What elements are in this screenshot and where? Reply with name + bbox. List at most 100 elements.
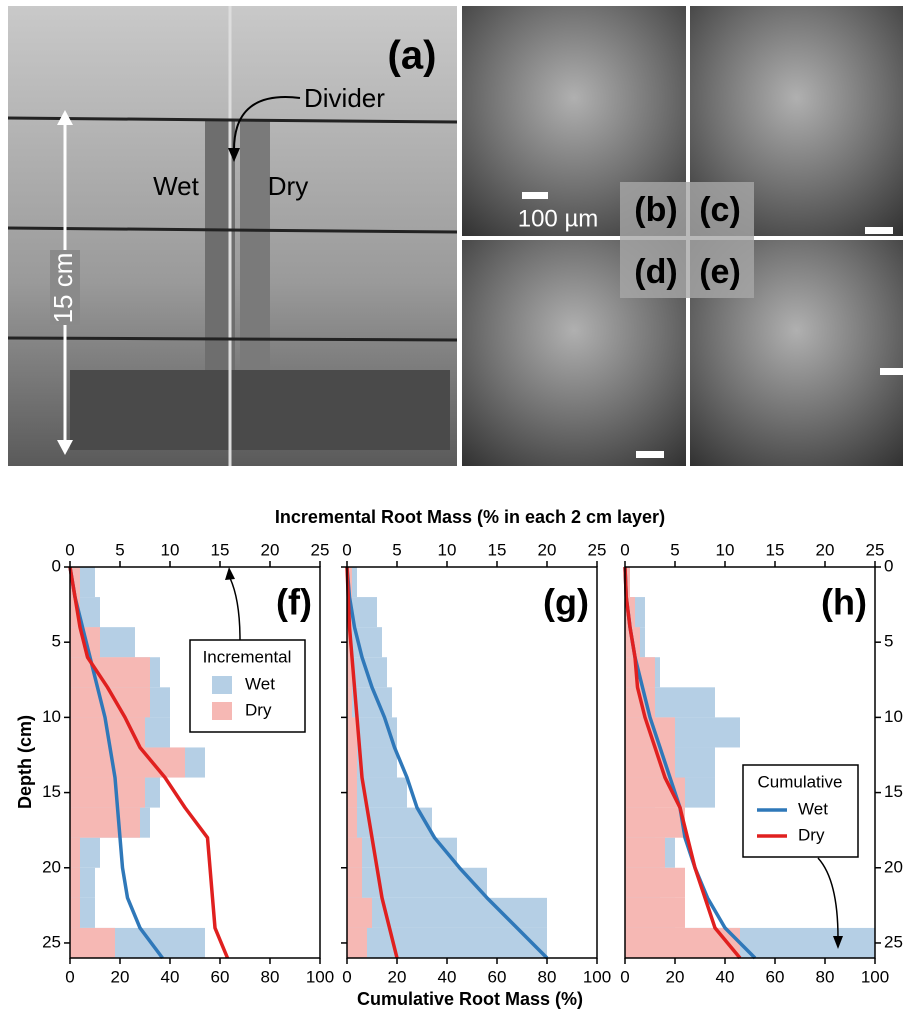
bottom-tick-label: 60 (211, 967, 230, 986)
annotation: Divider (304, 83, 385, 113)
cumulative-line (68, 566, 164, 960)
histogram-bar (347, 897, 372, 928)
histogram-bar (347, 927, 547, 958)
legend-label: Dry (798, 825, 825, 844)
bottom-tick-label: 40 (438, 967, 457, 986)
top-tick-label: 15 (488, 540, 507, 559)
plot-frame (624, 566, 876, 959)
annotation: Wet (153, 171, 200, 201)
histogram-bar (70, 777, 145, 808)
histogram-bar (70, 867, 80, 898)
annotation-arrow-head (228, 148, 240, 162)
panel-label: (a) (388, 34, 437, 78)
scale-label: 100 µm (518, 205, 599, 232)
bottom-tick-label: 0 (342, 967, 351, 986)
top-tick-label: 5 (392, 540, 401, 559)
bottom-tick-label: 40 (161, 967, 180, 986)
histogram-bar (70, 747, 185, 778)
histogram-bar (347, 837, 362, 868)
bottom-tick-label: 20 (111, 967, 130, 986)
bottom-tick-label: 80 (261, 967, 280, 986)
histogram-bar (347, 867, 362, 898)
annotation-arrows (225, 567, 843, 949)
legend-swatch (212, 702, 232, 720)
top-tick-label: 15 (766, 540, 785, 559)
y-tick-label: 5 (884, 632, 893, 651)
scale-bar (880, 368, 903, 375)
frame (7, 226, 458, 234)
legend-label: Wet (245, 674, 275, 693)
top-axis-title: Incremental Root Mass (% in each 2 cm la… (275, 507, 665, 527)
histogram-bar (625, 927, 740, 958)
annotation-arrow (817, 857, 839, 939)
top-tick-label: 5 (115, 540, 124, 559)
y-tick-label: 25 (42, 932, 61, 951)
y-tick-label: 20 (884, 857, 903, 876)
top-tick-label: 0 (620, 540, 629, 559)
top-tick-label: 25 (866, 540, 885, 559)
histogram-bar (625, 867, 685, 898)
frame (7, 336, 458, 342)
bottom-tick-label: 60 (488, 967, 507, 986)
scale-bar (636, 451, 664, 458)
plot-frame (346, 566, 598, 959)
histogram-bar (347, 717, 357, 748)
y-tick-label: 25 (884, 932, 903, 951)
legend-label: Wet (798, 799, 828, 818)
cumulative-line (68, 566, 230, 959)
histogram-bar (625, 567, 630, 598)
histogram-bar (347, 897, 547, 928)
panel-label: (g) (543, 582, 589, 623)
top-tick-label: 20 (538, 540, 557, 559)
panel-label: (e) (699, 253, 741, 291)
bottom-tick-label: 0 (620, 967, 629, 986)
histogram-bar (625, 807, 685, 838)
histogram-bar (347, 807, 357, 838)
histogram-bar (70, 597, 80, 628)
legend-title: Cumulative (757, 772, 842, 791)
top-tick-label: 5 (670, 540, 679, 559)
bottom-tick-label: 60 (766, 967, 785, 986)
y-tick-label: 15 (42, 782, 61, 801)
panel-label: (d) (634, 253, 677, 291)
annotation-arrow (233, 96, 301, 151)
top-tick-label: 10 (161, 540, 180, 559)
top-tick-label: 10 (438, 540, 457, 559)
legend-label: Dry (245, 700, 272, 719)
annotation-arrow (229, 577, 241, 641)
histogram-bar (70, 657, 150, 688)
histogram-bar (347, 777, 357, 808)
cumulative-line (345, 566, 549, 960)
histogram-bar (70, 807, 140, 838)
chart-panel: 0 5 10 15 20 250 20 40 60 80 1000510152025(h)Cumul… (620, 540, 903, 986)
y-tick-label: 10 (42, 707, 61, 726)
histogram-bar (70, 897, 80, 928)
y-tick-label: 20 (42, 857, 61, 876)
chart-panel: 0 5 10 15 20 250 20 40 60 80 1000510152025(f)Incre… (42, 540, 334, 986)
bottom-axis-title: Cumulative Root Mass (%) (357, 989, 583, 1009)
plot-frame (69, 566, 321, 959)
panel-label: (c) (699, 191, 741, 229)
y-tick-label: 10 (884, 707, 903, 726)
histogram-bar (347, 687, 352, 718)
bottom-tick-label: 40 (716, 967, 735, 986)
histogram-bar (347, 807, 432, 838)
panel-label: (b) (634, 191, 677, 229)
scale-bar (865, 227, 893, 234)
chart-panel: 0 5 10 15 20 25 0 20 40 60 80 100 (g) (341, 540, 611, 986)
panel-label: (h) (821, 582, 867, 623)
bottom-tick-label: 80 (538, 967, 557, 986)
soil (70, 370, 450, 450)
histogram-bar (347, 747, 357, 778)
annotation: Dry (268, 171, 308, 201)
y-tick-label: 0 (884, 556, 893, 575)
top-tick-label: 15 (211, 540, 230, 559)
histogram-bar (625, 897, 685, 928)
bottom-tick-label: 20 (666, 967, 685, 986)
histogram-bar (70, 567, 80, 598)
bottom-tick-label: 20 (388, 967, 407, 986)
bottom-tick-label: 100 (861, 967, 889, 986)
top-tick-label: 0 (342, 540, 351, 559)
top-tick-label: 20 (816, 540, 835, 559)
